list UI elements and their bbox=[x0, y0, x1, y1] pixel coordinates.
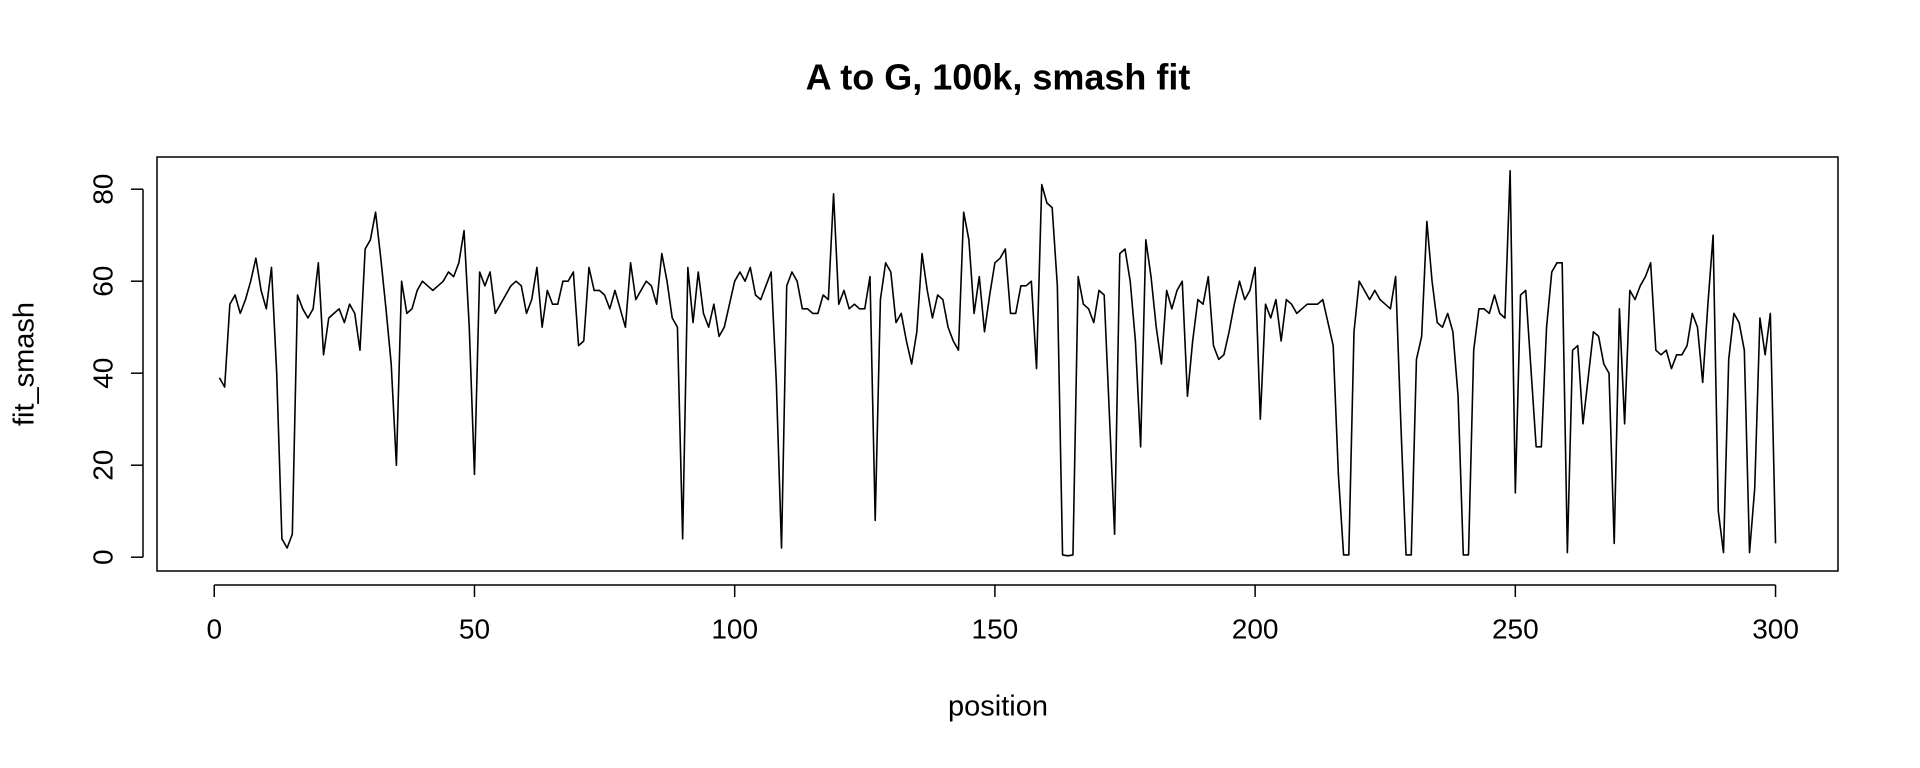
x-tick-label: 50 bbox=[459, 613, 490, 644]
y-tick-label: 0 bbox=[87, 549, 118, 565]
x-tick-label: 0 bbox=[206, 613, 222, 644]
y-tick-label: 60 bbox=[87, 266, 118, 297]
y-tick-label: 80 bbox=[87, 174, 118, 205]
chart-title: A to G, 100k, smash fit bbox=[806, 57, 1191, 98]
y-tick-label: 20 bbox=[87, 450, 118, 481]
data-line bbox=[218, 170, 1777, 557]
x-tick-label: 250 bbox=[1492, 613, 1539, 644]
plot-frame bbox=[156, 156, 1839, 572]
x-tick-label: 100 bbox=[711, 613, 758, 644]
x-tick-label: 200 bbox=[1232, 613, 1279, 644]
y-axis-label: fit_smash bbox=[9, 302, 41, 426]
y-tick-label: 40 bbox=[87, 358, 118, 389]
x-tick-label: 150 bbox=[972, 613, 1019, 644]
x-axis-label: position bbox=[948, 691, 1048, 723]
x-tick-label: 300 bbox=[1752, 613, 1799, 644]
